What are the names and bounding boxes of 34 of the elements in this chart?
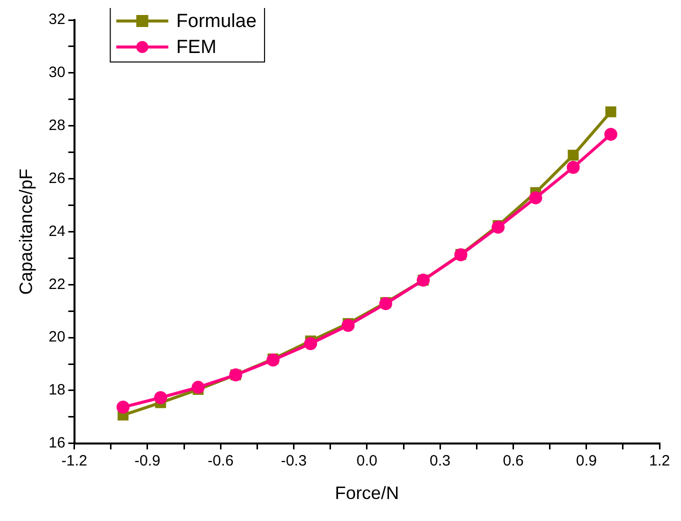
x-tick-label: 0.9 [576, 452, 597, 470]
legend-label: FEM [176, 37, 216, 58]
y-tick-label: 22 [48, 276, 66, 293]
y-tick-label: 28 [48, 116, 66, 134]
x-tick-label: 0.6 [502, 452, 524, 470]
x-tick-label: 0.0 [356, 452, 378, 470]
point [154, 391, 168, 404]
y-tick-label: 16 [48, 434, 66, 452]
point [192, 380, 205, 394]
point [492, 220, 505, 234]
x-tick-label: 1.2 [649, 452, 670, 470]
point [605, 106, 616, 118]
y-tick-label: 26 [48, 170, 66, 187]
y-tick-label: 30 [48, 64, 66, 82]
point [604, 128, 618, 141]
point [529, 191, 542, 204]
legend-label: Formulae [176, 11, 257, 32]
x-tick-label: 0.3 [430, 452, 451, 470]
x-axis-title: Force/N [334, 483, 399, 504]
x-tick-label: -1.2 [61, 452, 88, 470]
y-tick-label: 18 [48, 382, 66, 399]
y-tick-label: 24 [48, 222, 66, 240]
x-tick-label: -0.9 [134, 452, 160, 470]
point [342, 318, 355, 332]
x-tick-label: -0.6 [208, 452, 234, 470]
y-tick-label: 20 [48, 328, 66, 346]
point [566, 160, 580, 174]
y-axis-title: Capacitance/pF [16, 168, 36, 295]
y-tick-label: 32 [48, 11, 66, 28]
point [266, 354, 280, 367]
point [568, 150, 579, 161]
point [304, 337, 318, 350]
x-tick-label: -0.3 [280, 452, 307, 470]
point [116, 400, 130, 414]
